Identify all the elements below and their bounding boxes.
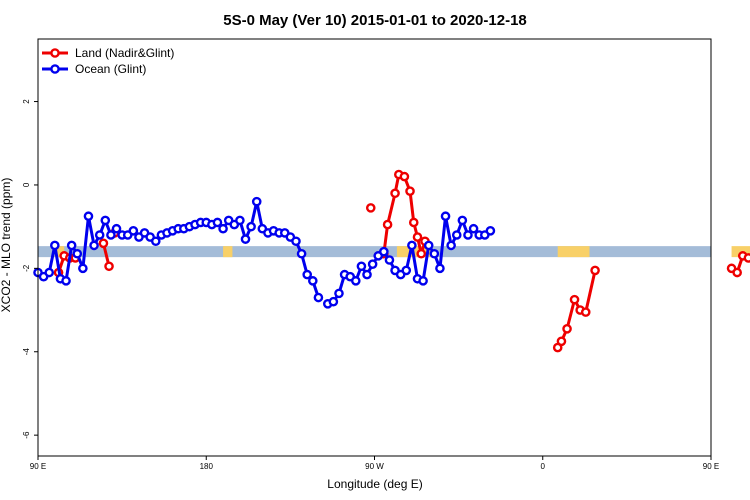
- ocean-data-point: [72, 248, 83, 259]
- ocean-data-point: [451, 230, 462, 240]
- ocean-data-point: [440, 211, 451, 222]
- land-data-point: [569, 294, 580, 305]
- y-tick-label: -2: [22, 264, 31, 272]
- x-tick-label: 90 E: [30, 462, 46, 471]
- ocean-data-point: [367, 259, 378, 269]
- x-tick-label: 0: [541, 462, 546, 471]
- ocean-data-point: [328, 296, 339, 307]
- legend-ocean-marker: [50, 64, 60, 74]
- ocean-data-point: [362, 269, 372, 280]
- ocean-data-point: [218, 223, 228, 234]
- ocean-data-point: [418, 276, 428, 286]
- x-axis-label: Longitude (deg E): [327, 477, 422, 491]
- land-data-point: [399, 171, 410, 182]
- ocean-data-point: [240, 234, 251, 244]
- land-data-point: [590, 265, 600, 276]
- ocean-data-point: [246, 221, 256, 232]
- legend: Land (Nadir&Glint) Ocean (Glint): [42, 46, 174, 76]
- land-series-line: [382, 173, 427, 256]
- ocean-data-point: [302, 269, 313, 280]
- ocean-data-point: [61, 276, 71, 286]
- ocean-data-point: [106, 230, 116, 240]
- land-data-point: [104, 261, 114, 272]
- ocean-data-point: [291, 236, 301, 247]
- ocean-data-point: [384, 255, 395, 265]
- x-tick-label: 180: [200, 462, 214, 471]
- ocean-data-point: [334, 288, 344, 299]
- ocean-data-point: [435, 263, 445, 274]
- ocean-data-point: [251, 196, 262, 207]
- chart-title: 5S-0 May (Ver 10) 2015-01-01 to 2020-12-…: [223, 12, 527, 29]
- ocean-series-line: [327, 214, 492, 306]
- ocean-data-point: [100, 215, 111, 226]
- ocean-data-point: [356, 261, 367, 272]
- land-data-point: [365, 203, 376, 213]
- y-tick-label: -6: [22, 431, 31, 439]
- land-data-point: [390, 188, 400, 199]
- ocean-data-point: [457, 215, 468, 226]
- ocean-data-point: [296, 248, 307, 259]
- land-data-point: [416, 248, 427, 259]
- land-data-point: [382, 219, 393, 230]
- ocean-data-point: [308, 276, 318, 286]
- land-data-point: [580, 307, 591, 317]
- ocean-data-point: [468, 223, 479, 234]
- ocean-data-point: [150, 236, 161, 247]
- ocean-data-point: [429, 248, 440, 259]
- ocean-data-point: [50, 240, 60, 251]
- land-data-point: [98, 238, 109, 249]
- ocean-data-point: [44, 267, 55, 278]
- ocean-data-point: [351, 276, 361, 286]
- land-data-point: [412, 232, 423, 242]
- legend-land-label: Land (Nadir&Glint): [75, 46, 174, 60]
- ocean-data-point: [212, 217, 223, 228]
- ocean-data-point: [463, 230, 473, 240]
- ocean-data-point: [446, 240, 456, 251]
- land-data-point: [408, 217, 419, 228]
- ocean-data-point: [423, 240, 434, 251]
- y-axis-label: XCO2 - MLO trend (ppm): [0, 178, 13, 313]
- x-tick-label: 90 E: [703, 462, 719, 471]
- ocean-data-point: [485, 226, 496, 236]
- land-data-point: [562, 324, 572, 334]
- ocean-data-point: [128, 226, 139, 236]
- ocean-data-point: [111, 223, 122, 234]
- ocean-data-point: [66, 240, 77, 251]
- y-tick-label: 2: [22, 99, 31, 104]
- plot-frame: [37, 38, 712, 457]
- legend-ocean-label: Ocean (Glint): [75, 62, 146, 76]
- ocean-data-point: [94, 230, 105, 240]
- ocean-data-point: [83, 211, 94, 222]
- ocean-data-point: [235, 215, 245, 226]
- land-data-point: [732, 267, 742, 278]
- x-tick-label: 90 W: [365, 462, 384, 471]
- y-tick-label: 0: [22, 182, 31, 187]
- land-data-point: [405, 186, 415, 197]
- ocean-data-point: [89, 240, 99, 251]
- ocean-data-point: [401, 265, 412, 276]
- ocean-data-point: [379, 246, 389, 257]
- ocean-data-point: [407, 240, 417, 251]
- ocean-data-point: [78, 263, 88, 274]
- land-data-point: [743, 253, 750, 263]
- y-tick-label: -4: [22, 348, 31, 356]
- legend-land-marker: [50, 48, 60, 58]
- ocean-data-point: [313, 292, 324, 303]
- land-data-point: [556, 336, 567, 347]
